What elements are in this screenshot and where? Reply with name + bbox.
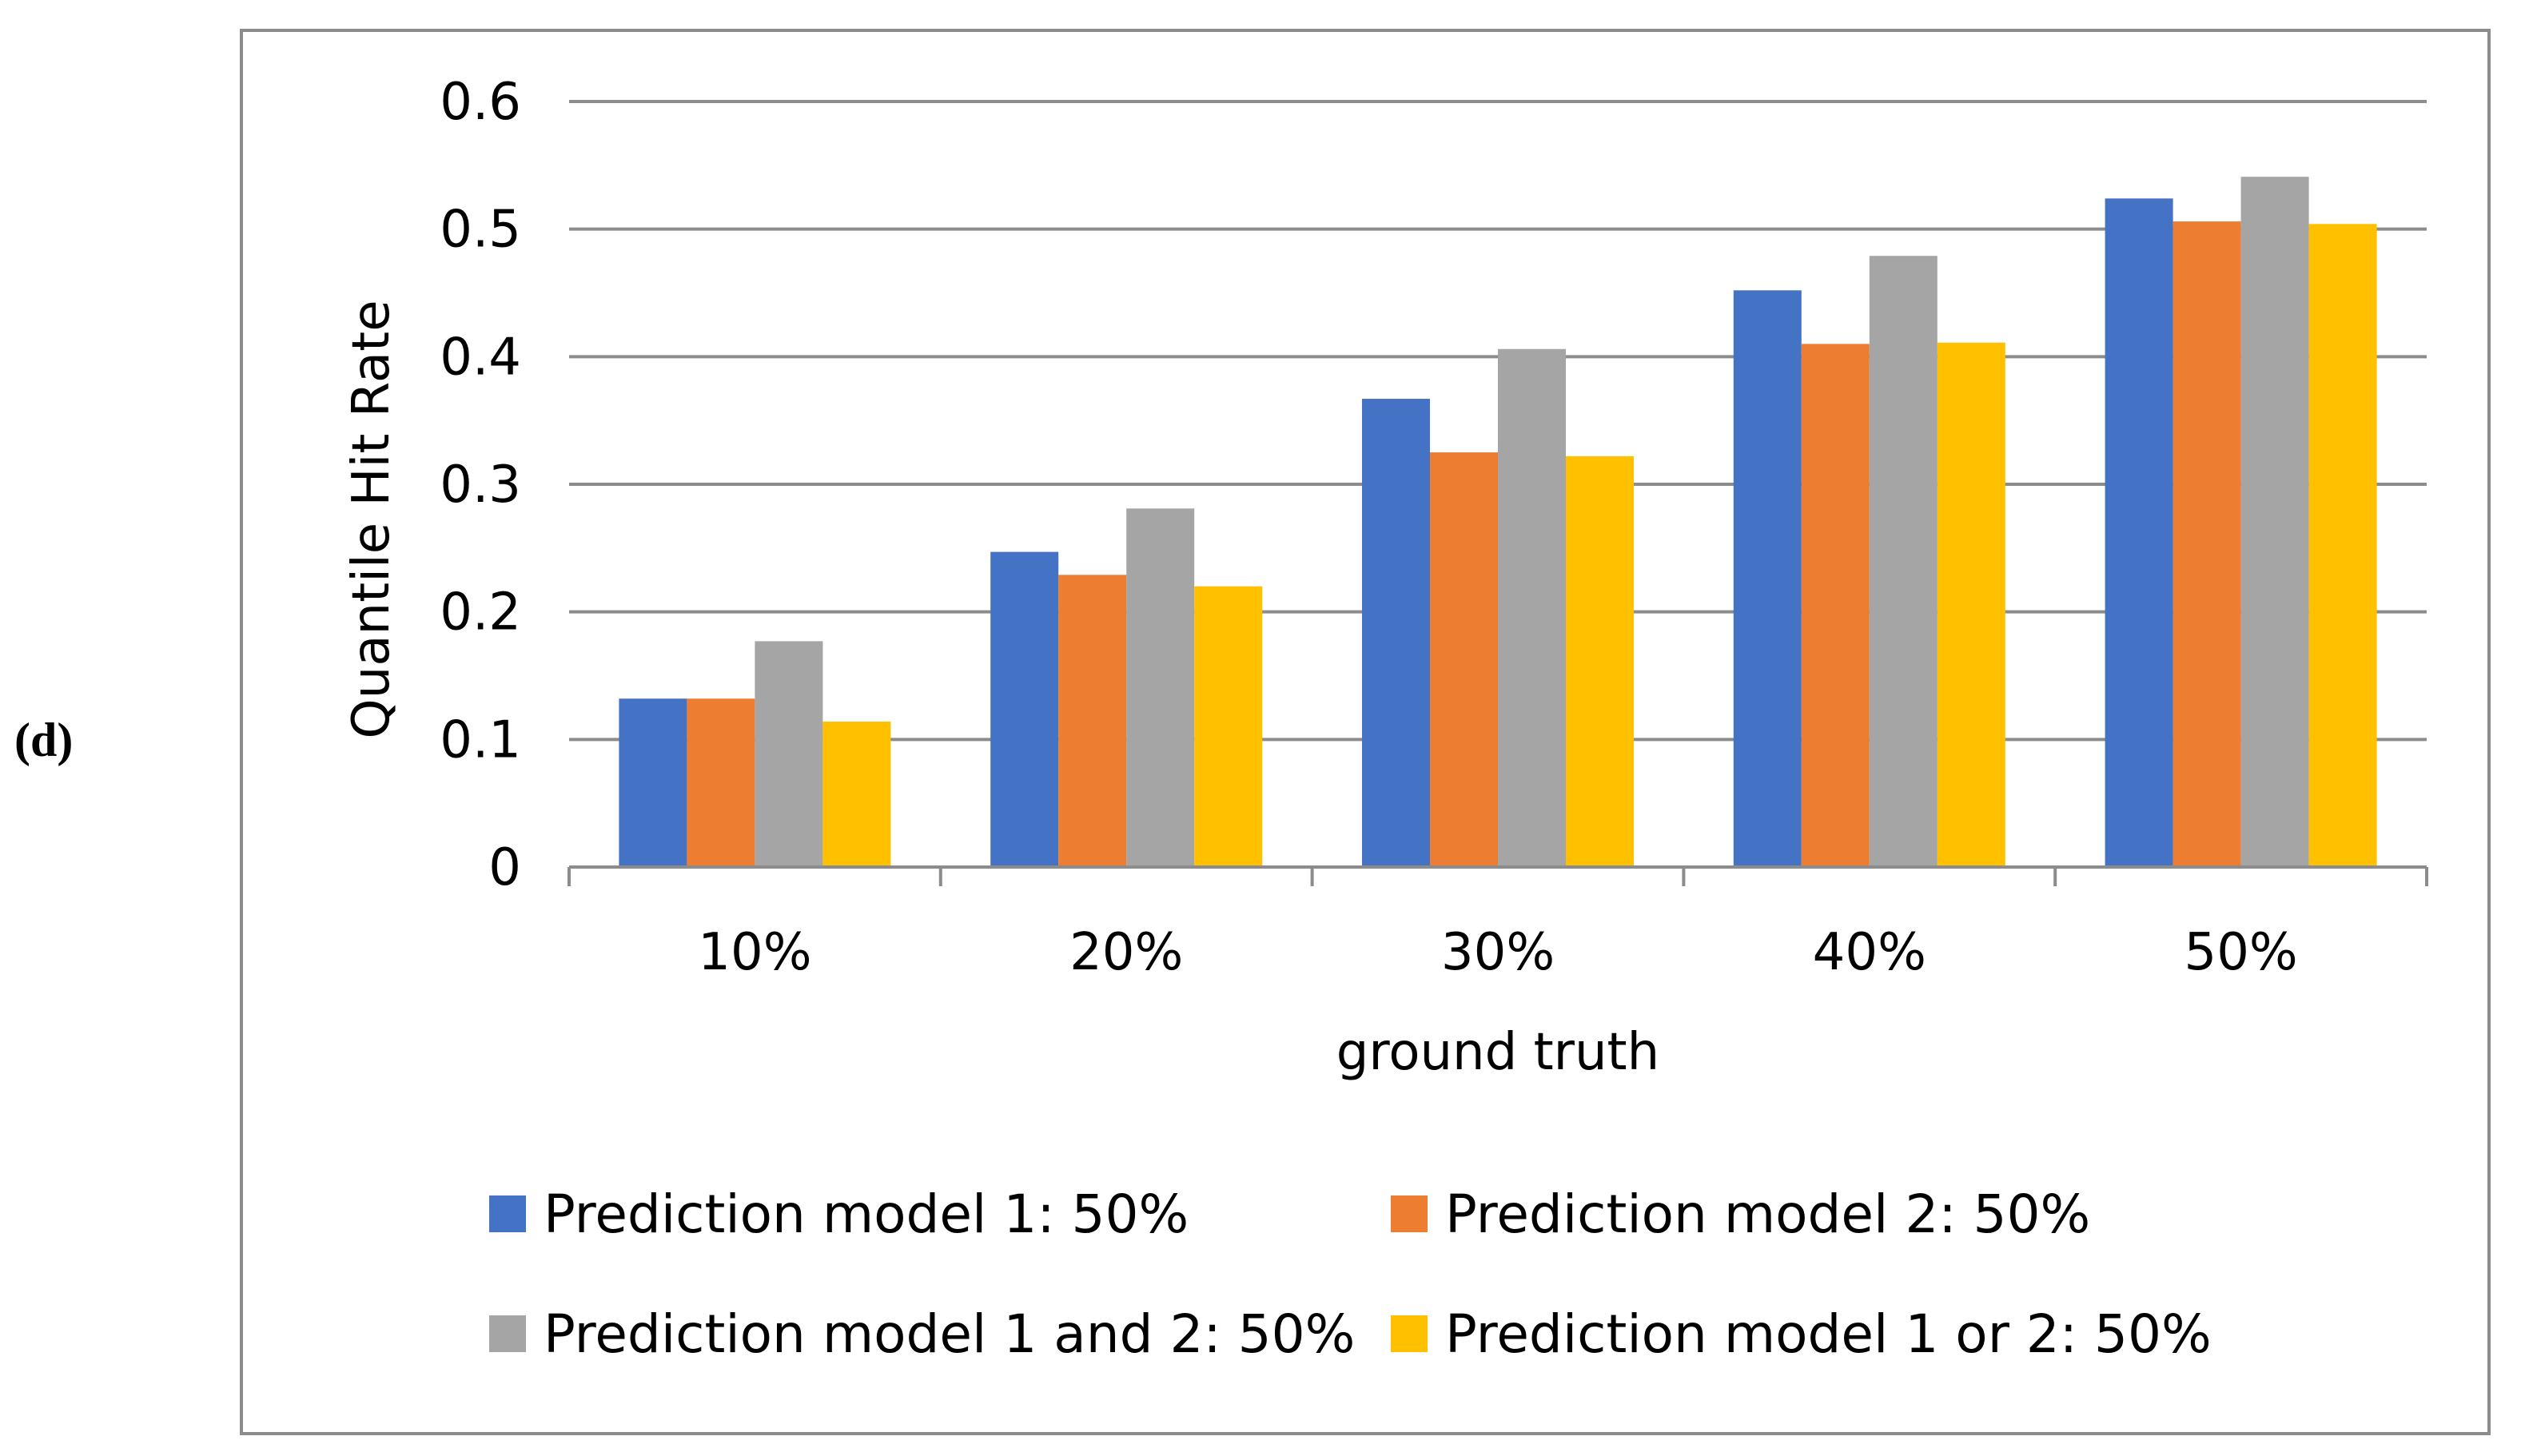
bar bbox=[1058, 575, 1127, 867]
x-tick-label: 40% bbox=[1813, 923, 1926, 982]
y-tick-label: 0.3 bbox=[440, 455, 521, 515]
y-tick-label: 0.6 bbox=[440, 73, 521, 132]
x-axis-title: ground truth bbox=[1336, 1023, 1659, 1082]
bar bbox=[822, 721, 891, 867]
bar bbox=[755, 641, 823, 867]
panel-label: (d) bbox=[14, 714, 74, 766]
legend-label: Prediction model 1 or 2: 50% bbox=[1445, 1303, 2212, 1365]
bar bbox=[619, 698, 687, 867]
bar bbox=[1194, 586, 1263, 867]
legend-swatch bbox=[489, 1315, 526, 1352]
x-tick-label: 20% bbox=[1069, 923, 1183, 982]
bar bbox=[1869, 256, 1938, 867]
axes: 0 0.1 0.2 0.3 0.4 0.5 0.6 10% 20% 30% 40% 50% ground… bbox=[342, 73, 2428, 1082]
bar bbox=[1430, 452, 1498, 867]
bar bbox=[1362, 399, 1430, 868]
bar bbox=[2308, 224, 2377, 867]
legend-swatch bbox=[1391, 1195, 1428, 1232]
legend-label: Prediction model 1: 50% bbox=[544, 1183, 1189, 1245]
bar bbox=[687, 698, 755, 867]
y-tick-label: 0.4 bbox=[440, 328, 521, 387]
bar bbox=[1801, 344, 1870, 867]
legend-label: Prediction model 2: 50% bbox=[1445, 1183, 2090, 1245]
legend-swatch bbox=[489, 1195, 526, 1232]
bar bbox=[1126, 508, 1195, 867]
bar bbox=[1566, 455, 1634, 867]
chart-frame bbox=[240, 29, 2491, 1435]
y-axis-title: Quantile Hit Rate bbox=[342, 300, 401, 738]
bar bbox=[2105, 198, 2173, 867]
y-tick-label: 0.5 bbox=[440, 201, 521, 260]
bar bbox=[2240, 177, 2309, 867]
bar bbox=[1498, 348, 1566, 868]
x-tick-label: 10% bbox=[698, 923, 811, 982]
x-tick-label: 30% bbox=[1441, 923, 1555, 982]
y-tick-label: 0.2 bbox=[440, 583, 521, 642]
legend-label: Prediction model 1 and 2: 50% bbox=[544, 1303, 1355, 1365]
y-tick-label: 0 bbox=[488, 838, 521, 897]
bar bbox=[2173, 221, 2241, 867]
bar bbox=[990, 551, 1059, 867]
bars bbox=[619, 177, 2377, 868]
x-tick-label: 50% bbox=[2184, 923, 2297, 982]
bar bbox=[1733, 290, 1802, 868]
y-tick-label: 0.1 bbox=[440, 710, 521, 770]
legend-swatch bbox=[1391, 1315, 1428, 1352]
legend: Prediction model 1: 50% Prediction model … bbox=[489, 1183, 2212, 1365]
bar bbox=[1937, 342, 2005, 867]
